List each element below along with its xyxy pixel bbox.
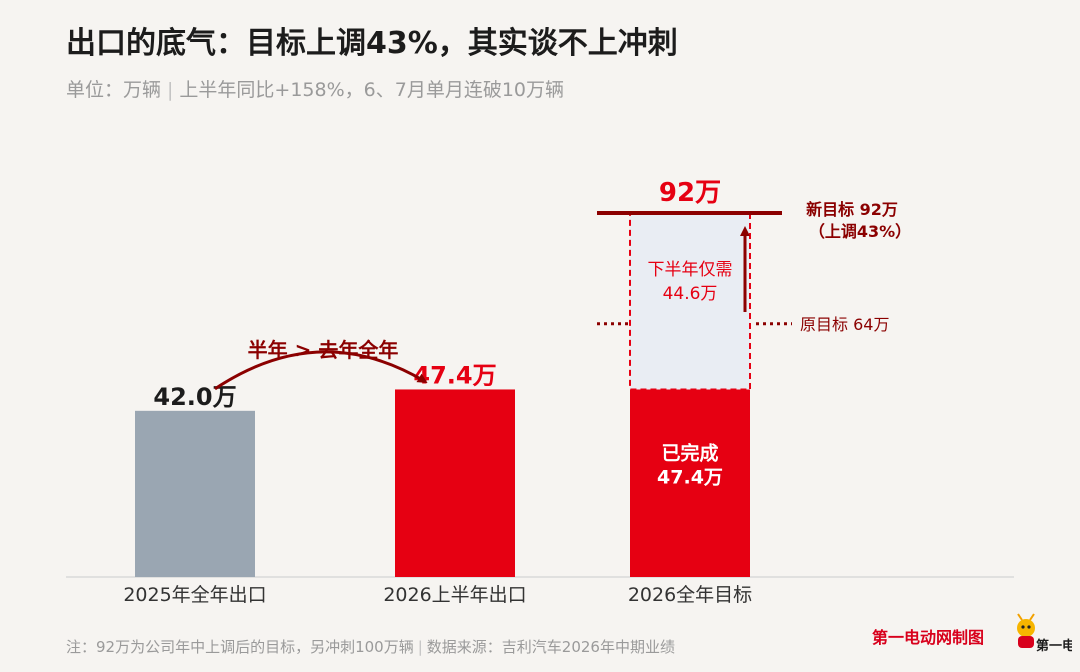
comparison-label: 半年 > 去年全年 — [248, 338, 399, 362]
reference-label-new-target: 新目标 92万 — [806, 200, 898, 219]
data-label: 92万 — [659, 178, 721, 208]
credit-text: 第一电动网制图 — [872, 628, 985, 647]
brand-logo: 第一电动 — [1017, 613, 1072, 654]
comparison-arrow — [214, 350, 428, 391]
unit-label: 单位：万辆 — [66, 79, 162, 101]
x-tick-label: 2026上半年出口 — [383, 584, 526, 606]
mascot-icon — [1017, 613, 1035, 648]
bar-2026-target-remaining — [629, 212, 751, 391]
bar-2026-h1 — [395, 389, 515, 577]
bar-2026-target-completed — [630, 389, 750, 577]
logo-text: 第一电动 — [1036, 638, 1072, 654]
reference-label-original-target: 原目标 64万 — [800, 315, 889, 334]
data-label: 47.4万 — [413, 361, 496, 389]
x-tick-label: 2026全年目标 — [628, 584, 752, 606]
completed-label: 已完成 — [661, 441, 718, 464]
reference-sublabel-new-target: （上调43%） — [809, 222, 911, 241]
footnote-divider: | — [417, 638, 423, 656]
footnote-note: 注：92万为公司年中上调后的目标，另冲刺100万辆 — [66, 638, 414, 656]
chart-subtitle: 单位：万辆 | 上半年同比+158%，6、7月单月连破10万辆 — [66, 75, 564, 102]
bar-2025-full-year — [135, 410, 255, 577]
subtitle-divider: | — [167, 79, 174, 101]
completed-amount: 47.4万 — [657, 466, 723, 488]
remaining-amount: 44.6万 — [663, 284, 718, 304]
subtitle-note: 上半年同比+158%，6、7月单月连破10万辆 — [179, 79, 565, 101]
data-label: 42.0万 — [153, 383, 236, 411]
remaining-label: 下半年仅需 — [648, 260, 733, 280]
chart-title: 出口的底气：目标上调43%，其实谈不上冲刺 — [66, 26, 678, 61]
footnote-source: 数据来源：吉利汽车2026年中期业绩 — [426, 638, 675, 656]
footnote: 注：92万为公司年中上调后的目标，另冲刺100万辆 | 数据来源：吉利汽车2026年… — [66, 636, 675, 657]
x-tick-label: 2025年全年出口 — [123, 584, 266, 606]
